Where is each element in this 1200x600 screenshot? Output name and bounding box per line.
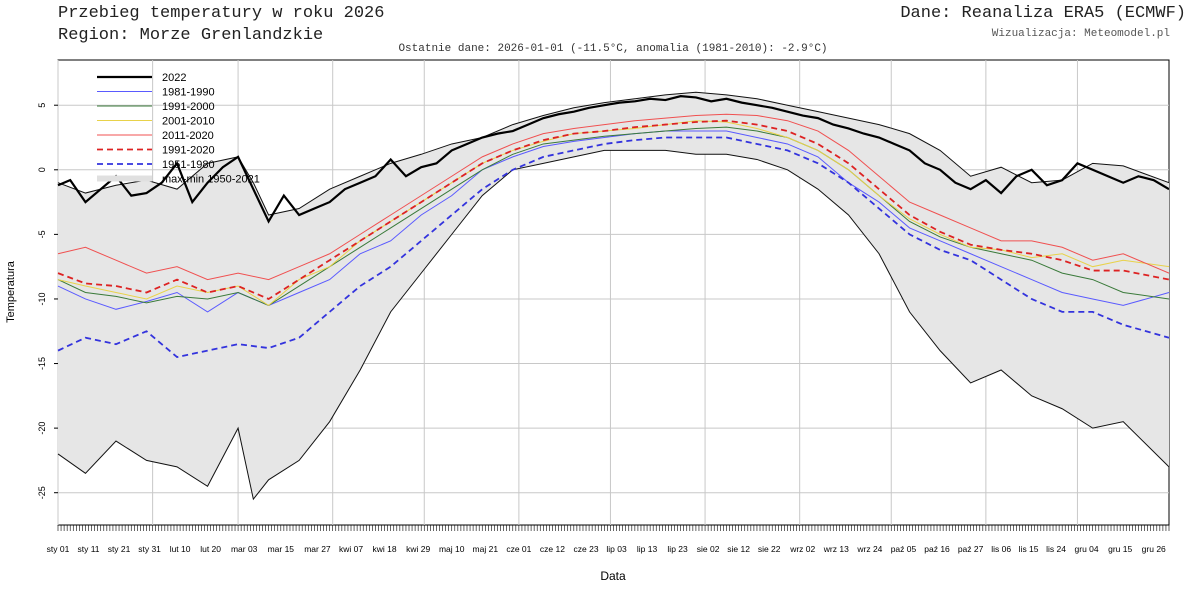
x-tick-label: sty 11 bbox=[77, 544, 99, 554]
x-tick-label: mar 27 bbox=[304, 544, 331, 554]
y-axis-label: Temperatura bbox=[5, 260, 17, 323]
legend-label: 2011-2020 bbox=[162, 130, 214, 142]
chart-subtitle: Region: Morze Grenlandzkie bbox=[58, 26, 324, 45]
x-tick-label: sty 21 bbox=[108, 544, 131, 554]
x-tick-label: maj 21 bbox=[473, 544, 499, 554]
x-tick-label: wrz 13 bbox=[823, 544, 849, 554]
x-tick-label: gru 04 bbox=[1075, 544, 1099, 554]
chart-title: Przebieg temperatury w roku 2026 bbox=[58, 4, 385, 23]
x-tick-label: lut 10 bbox=[170, 544, 191, 554]
x-tick-label: lis 06 bbox=[991, 544, 1011, 554]
x-tick-label: lis 24 bbox=[1046, 544, 1066, 554]
x-tick-label: lis 15 bbox=[1019, 544, 1039, 554]
legend-label: 2001-2010 bbox=[162, 116, 215, 128]
legend-label: 1991-2020 bbox=[162, 145, 215, 157]
band-max-min bbox=[58, 92, 1169, 500]
legend-label: max-min 1950-2021 bbox=[162, 174, 260, 186]
x-tick-label: cze 12 bbox=[540, 544, 565, 554]
legend-label: 1981-1990 bbox=[162, 87, 215, 99]
x-axis-label: Data bbox=[600, 569, 626, 583]
y-tick-label: -20 bbox=[37, 422, 47, 435]
x-tick-label: sie 22 bbox=[758, 544, 781, 554]
x-tick-label: wrz 02 bbox=[789, 544, 815, 554]
x-tick-label: lut 20 bbox=[200, 544, 221, 554]
visualization-credit: Wizualizacja: Meteomodel.pl bbox=[991, 28, 1170, 40]
legend: 2022 1981-1990 1991-2000 2001-2010 2011-2020… bbox=[97, 72, 260, 186]
data-source: Dane: Reanaliza ERA5 (ECMWF) bbox=[900, 4, 1186, 23]
legend-label: 1991-2000 bbox=[162, 101, 215, 113]
series-line-2011-2020 bbox=[57, 113, 1170, 281]
y-tick-label: 5 bbox=[37, 103, 47, 108]
y-tick-label: -25 bbox=[37, 486, 47, 499]
y-tick-label: 0 bbox=[37, 167, 47, 172]
x-tick-label: paź 16 bbox=[924, 544, 950, 554]
x-tick-label: cze 23 bbox=[574, 544, 599, 554]
x-tick-label: sie 12 bbox=[727, 544, 750, 554]
x-tick-label: sty 01 bbox=[47, 544, 70, 554]
y-tick-label: -10 bbox=[37, 292, 47, 305]
axis-layer: 5 0 -5 -10 -15 -20 -25 sty 01 sty 11 sty 21 sty 31… bbox=[37, 103, 1170, 554]
x-tick-label: cze 01 bbox=[506, 544, 531, 554]
band-lower-edge bbox=[57, 149, 1170, 501]
x-tick-label: maj 10 bbox=[439, 544, 465, 554]
x-tick-label: kwi 07 bbox=[339, 544, 363, 554]
x-tick-label: paź 05 bbox=[891, 544, 917, 554]
series-line-2022 bbox=[57, 95, 1170, 224]
x-tick-label: kwi 18 bbox=[373, 544, 397, 554]
x-tick-label: mar 03 bbox=[231, 544, 258, 554]
series-layer bbox=[57, 95, 1170, 359]
x-tick-label: gru 26 bbox=[1142, 544, 1166, 554]
x-tick-label: mar 15 bbox=[268, 544, 295, 554]
x-tick-label: lip 23 bbox=[667, 544, 688, 554]
x-tick-label: sie 02 bbox=[697, 544, 720, 554]
y-tick-label: -15 bbox=[37, 357, 47, 370]
x-tick-label: lip 13 bbox=[637, 544, 658, 554]
x-tick-label: gru 15 bbox=[1108, 544, 1132, 554]
series-line-1991-2020 bbox=[57, 119, 1170, 300]
x-tick-label: wrz 24 bbox=[856, 544, 882, 554]
x-tick-label: kwi 29 bbox=[406, 544, 430, 554]
x-tick-label: sty 31 bbox=[138, 544, 161, 554]
y-tick-label: -5 bbox=[37, 230, 47, 238]
last-data-note: Ostatnie dane: 2026-01-01 (-11.5°C, anom… bbox=[398, 43, 828, 55]
legend-label: 2022 bbox=[162, 72, 186, 84]
x-tick-label: lip 03 bbox=[606, 544, 627, 554]
x-tick-label: paź 27 bbox=[958, 544, 984, 554]
legend-label: 1951-1980 bbox=[162, 159, 215, 171]
